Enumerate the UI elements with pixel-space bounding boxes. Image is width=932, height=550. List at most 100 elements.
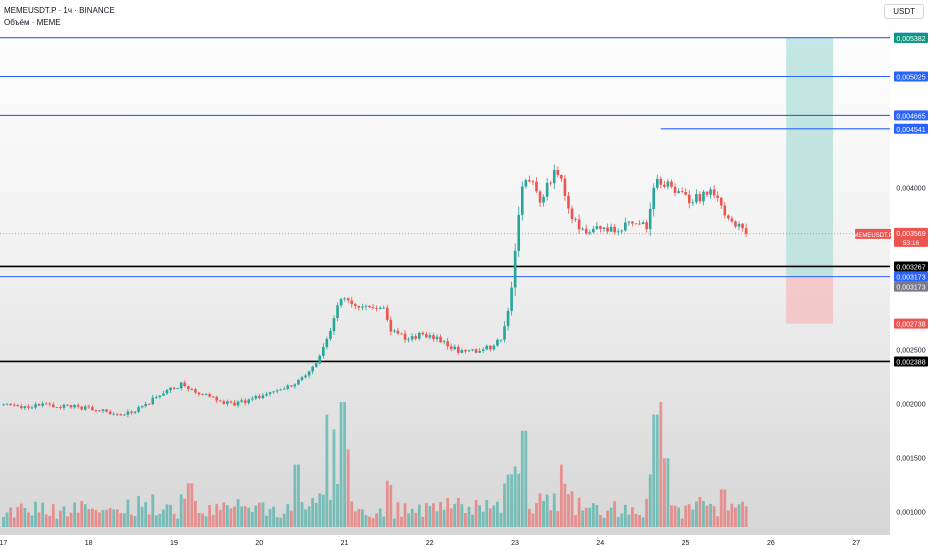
volume-bar — [2, 516, 5, 527]
candle-body — [318, 355, 322, 364]
volume-bar — [524, 430, 528, 527]
candle-body — [485, 345, 489, 350]
volume-bar — [16, 507, 20, 527]
candle-body — [439, 336, 442, 343]
candle-body — [229, 401, 233, 403]
candle-body — [2, 404, 5, 406]
candle-body — [105, 409, 108, 412]
candle-body — [243, 400, 247, 403]
volume-bar — [410, 508, 414, 527]
volume-bar — [318, 493, 322, 527]
stop-zone — [786, 276, 834, 324]
candle-body — [599, 226, 602, 229]
volume-bar — [545, 494, 549, 527]
candle-body — [517, 214, 521, 251]
volume-bar — [719, 489, 723, 527]
volume-bar — [744, 506, 748, 527]
volume-legend[interactable]: Объём · MEME — [4, 18, 61, 27]
volume-bar — [126, 499, 130, 527]
candle-body — [574, 219, 577, 220]
candle-body — [311, 366, 314, 372]
volume-bar — [293, 464, 297, 527]
volume-bar — [140, 506, 144, 527]
candle-body — [435, 336, 439, 339]
volume-bar — [183, 498, 187, 527]
candle-body — [556, 169, 560, 175]
candle-body — [346, 298, 350, 301]
candle-body — [123, 414, 126, 416]
volume-bar — [94, 509, 98, 527]
candle-body — [290, 385, 293, 387]
volume-bar — [37, 512, 41, 527]
candle-body — [140, 406, 144, 408]
volume-bar — [396, 502, 400, 527]
level-label-bg — [894, 261, 928, 272]
candles — [2, 164, 748, 418]
candle-body — [400, 333, 403, 335]
x-tick-label: 24 — [596, 540, 604, 547]
candle-body — [350, 300, 354, 305]
volume-bar — [453, 503, 457, 527]
volume-bar — [30, 515, 34, 527]
volume-bar — [144, 502, 148, 527]
horizontal-levels[interactable] — [0, 37, 890, 363]
volume-bar — [549, 510, 553, 527]
volume-bar — [233, 506, 236, 527]
candle-body — [652, 187, 656, 210]
candle-body — [59, 407, 62, 408]
volume-bar — [464, 513, 467, 527]
volume-bar — [172, 513, 176, 527]
volume-bar — [382, 516, 386, 527]
candle-body — [499, 339, 503, 341]
volume-bar — [496, 501, 499, 527]
x-tick-label: 26 — [767, 540, 775, 547]
candle-body — [126, 411, 130, 415]
volume-bar — [282, 513, 286, 527]
candle-body — [329, 331, 332, 339]
volume-bar — [311, 497, 315, 527]
volume-bar — [517, 473, 521, 527]
volume-bar — [506, 474, 510, 527]
volume-bar — [485, 499, 489, 527]
entry-label-bg — [894, 281, 928, 292]
candle-body — [506, 310, 510, 327]
volume-bar — [307, 506, 311, 527]
candle-body — [595, 226, 599, 229]
volume-bar — [90, 508, 94, 527]
candle-body — [417, 332, 421, 339]
volume-bar — [620, 513, 624, 527]
candle-body — [208, 394, 211, 397]
candle-body — [336, 305, 339, 319]
candle-body — [641, 222, 645, 224]
candle-body — [364, 305, 368, 307]
volume-bar — [5, 512, 9, 527]
candle-body — [624, 222, 627, 231]
candle-body — [432, 335, 435, 339]
volume-bar — [83, 504, 87, 527]
candle-body — [215, 397, 219, 401]
candle-body — [183, 382, 187, 387]
chart-background — [0, 0, 890, 535]
currency-button[interactable]: USDT — [884, 4, 924, 19]
candle-body — [613, 226, 616, 233]
candle-body — [37, 404, 41, 406]
candle-body — [226, 401, 229, 404]
candle-body — [51, 404, 55, 408]
symbol-title[interactable]: MEMEUSDT.P · 1ч · BINANCE — [4, 6, 115, 15]
volume-bar — [34, 501, 37, 527]
candle-body — [684, 191, 688, 195]
candle-body — [9, 403, 12, 405]
candle-body — [179, 382, 183, 389]
volume-bar — [190, 483, 194, 527]
candle-body — [357, 305, 361, 308]
candle-body — [382, 307, 386, 309]
candle-body — [581, 228, 584, 230]
candle-body — [194, 389, 197, 393]
candle-body — [48, 403, 52, 405]
candle-body — [698, 194, 702, 202]
position-tool[interactable] — [786, 37, 834, 324]
volume-bar — [662, 458, 666, 527]
level-label: 0,004665 — [896, 113, 925, 120]
volume-bar — [574, 515, 577, 527]
